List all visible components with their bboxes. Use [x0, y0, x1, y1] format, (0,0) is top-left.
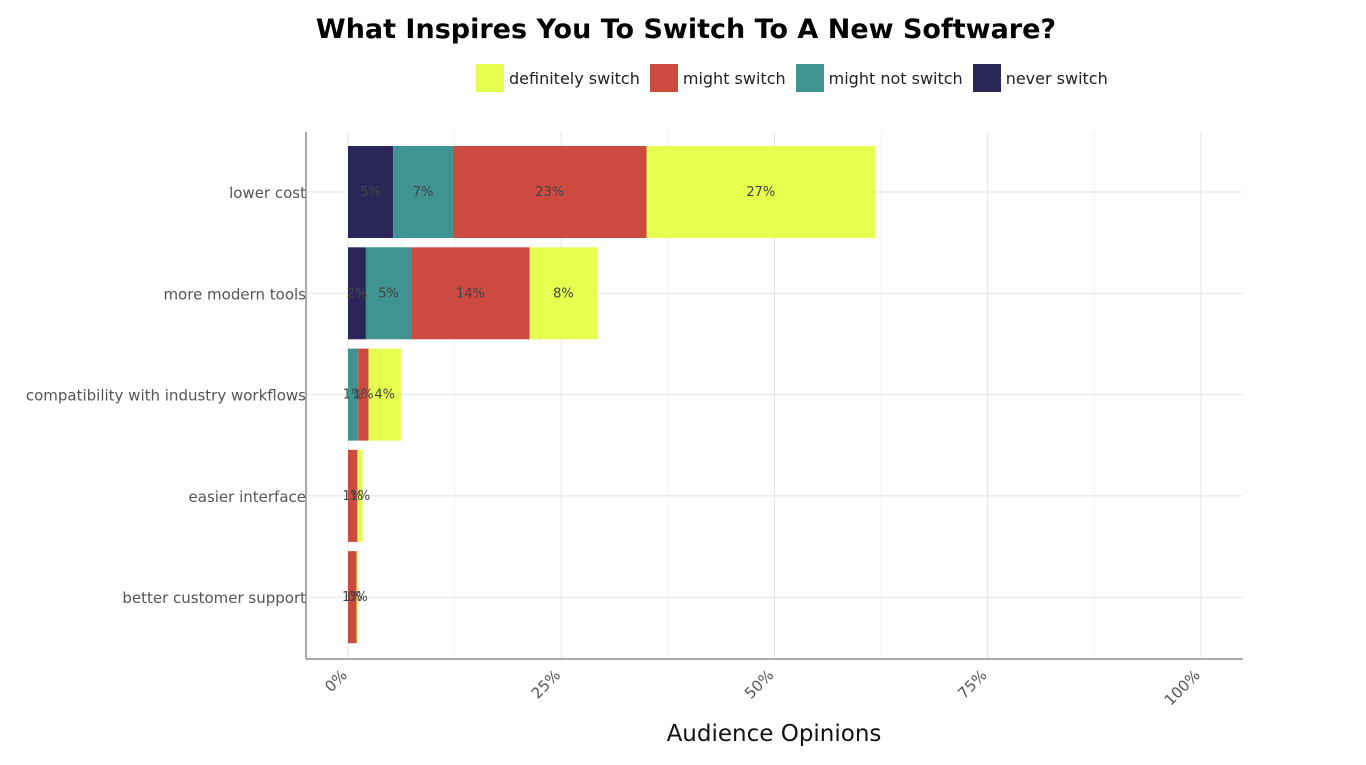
legend-item: might not switch	[795, 64, 963, 92]
legend-swatch	[972, 64, 1001, 92]
y-tick-label: compatibility with industry workflows	[26, 387, 306, 405]
y-tick-label: lower cost	[229, 184, 306, 202]
data-label: 1%	[342, 489, 363, 504]
data-label: 5%	[360, 185, 381, 200]
bar-segment	[356, 551, 359, 644]
data-label: 1%	[343, 388, 364, 403]
data-label: 23%	[535, 185, 564, 200]
bar-segment	[348, 449, 358, 542]
legend-swatch	[649, 64, 678, 92]
bar-segment	[393, 146, 453, 238]
data-label: 0%	[347, 590, 368, 605]
bar-segment	[348, 551, 357, 644]
data-label: 14%	[456, 286, 485, 301]
data-label: 2%	[347, 286, 368, 301]
bar-segment	[368, 348, 401, 441]
data-label: 1%	[353, 388, 374, 403]
data-label: 4%	[374, 388, 395, 403]
data-label: 8%	[553, 286, 574, 301]
x-tick-label: 0%	[321, 666, 351, 696]
legend-label: never switch	[1005, 68, 1108, 88]
bar-segment	[348, 146, 394, 238]
legend-label: definitely switch	[509, 68, 640, 88]
bar-segment	[357, 449, 363, 542]
data-label: 7%	[413, 185, 434, 200]
x-tick-label: 50%	[741, 666, 777, 702]
legend: definitely switch might switch might not s…	[476, 64, 1118, 92]
bar-segment	[348, 247, 366, 340]
legend-swatch	[476, 64, 504, 92]
legend-label: might switch	[682, 68, 786, 88]
x-tick-label: 75%	[954, 666, 990, 702]
bar-segment	[348, 348, 359, 441]
legend-label: might not switch	[828, 68, 963, 88]
data-label: 27%	[746, 185, 775, 200]
x-axis-title: Audience Opinions	[667, 721, 882, 747]
bar-segment	[411, 247, 530, 340]
data-label: 5%	[378, 286, 399, 301]
bar-segment	[646, 146, 876, 238]
legend-item: definitely switch	[476, 64, 640, 92]
bar-segment	[365, 247, 412, 340]
legend-item: never switch	[972, 64, 1108, 92]
x-tick-label: 100%	[1161, 666, 1204, 709]
y-tick-label: easier interface	[189, 488, 306, 506]
bar-segment	[529, 247, 598, 340]
y-tick-label: better customer support	[122, 589, 306, 607]
bar-segment	[452, 146, 647, 238]
y-tick-label: more modern tools	[163, 285, 306, 303]
data-label: 1%	[342, 590, 363, 605]
x-tick-label: 25%	[528, 666, 564, 702]
bar-segment	[358, 348, 369, 441]
chart-title: What Inspires You To Switch To A New Sof…	[315, 14, 1057, 45]
data-label: 1%	[350, 489, 371, 504]
legend-item: might switch	[649, 64, 786, 92]
legend-swatch	[795, 64, 824, 92]
